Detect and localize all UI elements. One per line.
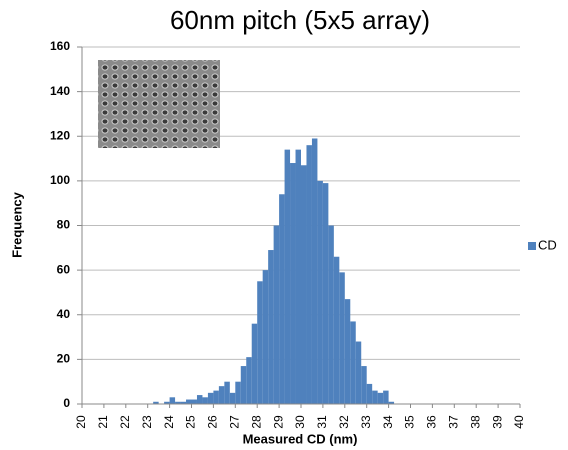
- x-tick-label: 30: [293, 415, 307, 429]
- bar: [284, 149, 291, 404]
- bar: [388, 401, 395, 404]
- bar: [186, 399, 192, 404]
- bar: [273, 225, 280, 404]
- x-tick-label: 24: [162, 415, 176, 429]
- bar: [202, 397, 208, 404]
- bars: [153, 138, 395, 405]
- bar: [251, 323, 258, 404]
- bar: [235, 381, 241, 404]
- bar: [207, 392, 214, 404]
- bar: [333, 256, 340, 404]
- x-tick-label: 37: [446, 415, 460, 429]
- bar: [366, 383, 373, 404]
- y-tick-label: 140: [50, 84, 70, 98]
- bar: [218, 386, 225, 404]
- y-tick-label: 60: [57, 262, 71, 276]
- bar: [191, 399, 197, 404]
- x-tick-label: 28: [249, 415, 263, 429]
- bar: [322, 183, 329, 404]
- legend-swatch: [528, 242, 536, 250]
- x-tick-label: 36: [425, 415, 439, 429]
- bar: [175, 401, 181, 404]
- y-tick-label: 120: [50, 128, 70, 142]
- bar: [339, 272, 345, 404]
- y-tick-label: 160: [50, 39, 70, 53]
- chart-title: 60nm pitch (5x5 array): [170, 5, 430, 35]
- legend-label: CD: [538, 237, 557, 252]
- x-tick-label: 26: [206, 415, 220, 429]
- bar: [229, 392, 236, 404]
- x-tick-label: 20: [74, 415, 88, 429]
- y-axis-title: Frequency: [9, 191, 24, 258]
- bar: [153, 401, 159, 404]
- x-tick-label: 22: [118, 415, 132, 429]
- bar: [377, 392, 384, 404]
- y-tick-label: 0: [63, 396, 70, 410]
- x-tick-label: 34: [381, 415, 395, 429]
- bar: [196, 395, 203, 404]
- x-tick-label: 35: [403, 415, 417, 429]
- bar: [355, 341, 362, 404]
- bar: [180, 401, 187, 404]
- bar: [328, 225, 334, 404]
- bar: [311, 138, 318, 404]
- bar: [350, 321, 356, 404]
- bar: [344, 299, 351, 404]
- bar: [213, 390, 219, 404]
- x-tick-label: 21: [96, 415, 110, 429]
- bar: [372, 390, 378, 404]
- axes: 0 20 40 60 80 100 120 140 160 20 21 22 23 24 25 26 27 28 2…: [50, 39, 526, 429]
- y-tick-label: 100: [50, 173, 70, 187]
- x-tick-label: 33: [359, 415, 373, 429]
- bar: [279, 194, 285, 404]
- bar: [224, 381, 230, 404]
- x-tick-label: 23: [140, 415, 154, 429]
- bar: [361, 366, 367, 404]
- bar: [268, 250, 274, 404]
- bar: [317, 180, 323, 404]
- x-axis-title: Measured CD (nm): [243, 431, 358, 446]
- bar: [290, 163, 296, 404]
- bar: [383, 390, 389, 404]
- x-tick-label: 31: [315, 415, 329, 429]
- inset-image: [98, 60, 220, 148]
- bar: [169, 397, 176, 404]
- x-tick-label: 25: [184, 415, 198, 429]
- x-tick-label: 38: [468, 415, 482, 429]
- bar: [301, 165, 307, 404]
- bar: [246, 357, 252, 404]
- bar: [257, 281, 263, 404]
- x-tick-label: 32: [337, 415, 351, 429]
- bar: [240, 366, 247, 404]
- bar: [295, 149, 301, 404]
- x-tick-label: 39: [490, 415, 504, 429]
- bar: [164, 401, 170, 404]
- x-tick-label: 29: [271, 415, 285, 429]
- x-tick-label: 40: [512, 415, 526, 429]
- y-tick-label: 20: [57, 352, 71, 366]
- y-tick-label: 80: [57, 218, 71, 232]
- bar: [306, 145, 312, 405]
- x-tick-label: 27: [227, 415, 241, 429]
- bar: [262, 270, 269, 404]
- y-tick-label: 40: [57, 307, 71, 321]
